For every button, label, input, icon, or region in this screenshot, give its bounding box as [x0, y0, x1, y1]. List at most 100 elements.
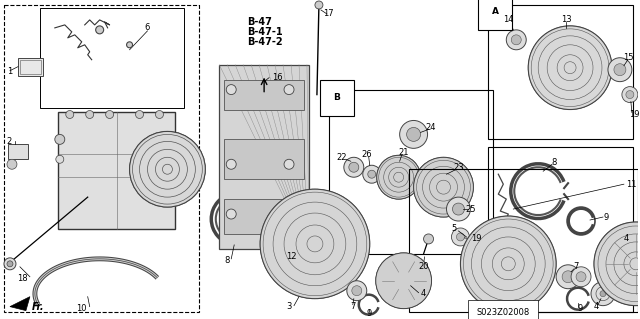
Text: 21: 21: [398, 148, 409, 157]
Text: A: A: [492, 7, 499, 17]
Circle shape: [610, 246, 626, 262]
Circle shape: [452, 203, 465, 215]
Text: 2: 2: [6, 137, 12, 146]
Circle shape: [127, 42, 132, 48]
Text: 11: 11: [626, 180, 636, 189]
Circle shape: [55, 134, 65, 145]
Text: 8: 8: [552, 158, 557, 167]
Text: 26: 26: [362, 150, 372, 159]
Text: 5: 5: [452, 225, 457, 234]
Circle shape: [226, 159, 236, 169]
Circle shape: [284, 85, 294, 94]
Circle shape: [129, 131, 205, 207]
Circle shape: [7, 159, 17, 169]
Text: 12: 12: [286, 252, 296, 261]
Bar: [224, 199, 304, 234]
Text: 13: 13: [561, 15, 572, 25]
Bar: [224, 139, 304, 179]
Text: 16: 16: [272, 73, 282, 82]
Circle shape: [460, 216, 556, 312]
Circle shape: [352, 286, 362, 296]
Circle shape: [506, 30, 526, 50]
Text: 23: 23: [453, 163, 464, 172]
Text: 24: 24: [426, 123, 436, 132]
Text: 10: 10: [76, 304, 87, 313]
Circle shape: [349, 162, 359, 172]
Circle shape: [136, 110, 143, 118]
Circle shape: [86, 110, 93, 118]
Circle shape: [528, 26, 612, 109]
Text: 25: 25: [465, 204, 476, 213]
Circle shape: [576, 272, 586, 282]
Circle shape: [622, 87, 638, 102]
Text: 4: 4: [593, 302, 598, 311]
Circle shape: [406, 127, 420, 141]
Circle shape: [562, 271, 574, 283]
Text: B-47: B-47: [247, 17, 272, 27]
Circle shape: [344, 157, 364, 177]
Text: B: B: [333, 93, 340, 102]
Circle shape: [608, 58, 632, 82]
Text: 7: 7: [350, 302, 355, 311]
Circle shape: [260, 189, 370, 299]
Text: 9: 9: [604, 212, 609, 221]
Circle shape: [156, 110, 163, 118]
Text: 18: 18: [17, 274, 28, 283]
Circle shape: [266, 251, 272, 257]
Text: 1: 1: [7, 67, 13, 76]
Circle shape: [614, 64, 626, 76]
Circle shape: [571, 267, 591, 287]
Text: 14: 14: [503, 15, 513, 25]
Bar: [18, 58, 43, 76]
Bar: [20, 60, 41, 74]
Circle shape: [263, 248, 275, 260]
Text: 9: 9: [577, 304, 582, 313]
Text: S023Z02008: S023Z02008: [477, 308, 530, 317]
Text: 6: 6: [145, 23, 150, 32]
Circle shape: [284, 159, 294, 169]
Circle shape: [363, 165, 381, 183]
Text: 8: 8: [225, 256, 230, 265]
Circle shape: [511, 35, 521, 45]
Polygon shape: [10, 297, 30, 311]
Bar: [488, 147, 633, 312]
Circle shape: [106, 110, 114, 118]
Bar: [4, 5, 199, 312]
Bar: [224, 80, 304, 109]
Circle shape: [456, 233, 465, 241]
Circle shape: [447, 197, 470, 221]
Circle shape: [284, 209, 294, 219]
Text: 9: 9: [366, 309, 371, 318]
Text: Fr.: Fr.: [32, 302, 45, 312]
Circle shape: [226, 85, 236, 94]
Bar: [220, 65, 309, 249]
Circle shape: [626, 91, 634, 99]
Circle shape: [451, 228, 469, 246]
Circle shape: [594, 222, 640, 306]
Text: 3: 3: [286, 302, 292, 311]
Circle shape: [399, 121, 428, 148]
Text: B-47-1: B-47-1: [247, 27, 283, 37]
Circle shape: [413, 157, 474, 217]
Bar: [329, 90, 493, 254]
Bar: [408, 169, 638, 312]
Text: 7: 7: [573, 262, 579, 271]
Circle shape: [368, 170, 376, 178]
Text: 4: 4: [623, 234, 628, 243]
Circle shape: [600, 291, 606, 297]
Text: 19: 19: [628, 110, 639, 119]
Bar: [40, 8, 184, 108]
Circle shape: [66, 110, 74, 118]
Circle shape: [376, 253, 431, 308]
Circle shape: [591, 282, 615, 306]
Circle shape: [56, 155, 64, 163]
Text: B-47-2: B-47-2: [247, 37, 283, 47]
Circle shape: [614, 250, 622, 258]
Circle shape: [7, 261, 13, 267]
Text: 19: 19: [471, 234, 482, 243]
Circle shape: [424, 234, 433, 244]
Circle shape: [4, 258, 16, 270]
Circle shape: [347, 281, 367, 300]
Bar: [8, 145, 28, 159]
Circle shape: [226, 209, 236, 219]
